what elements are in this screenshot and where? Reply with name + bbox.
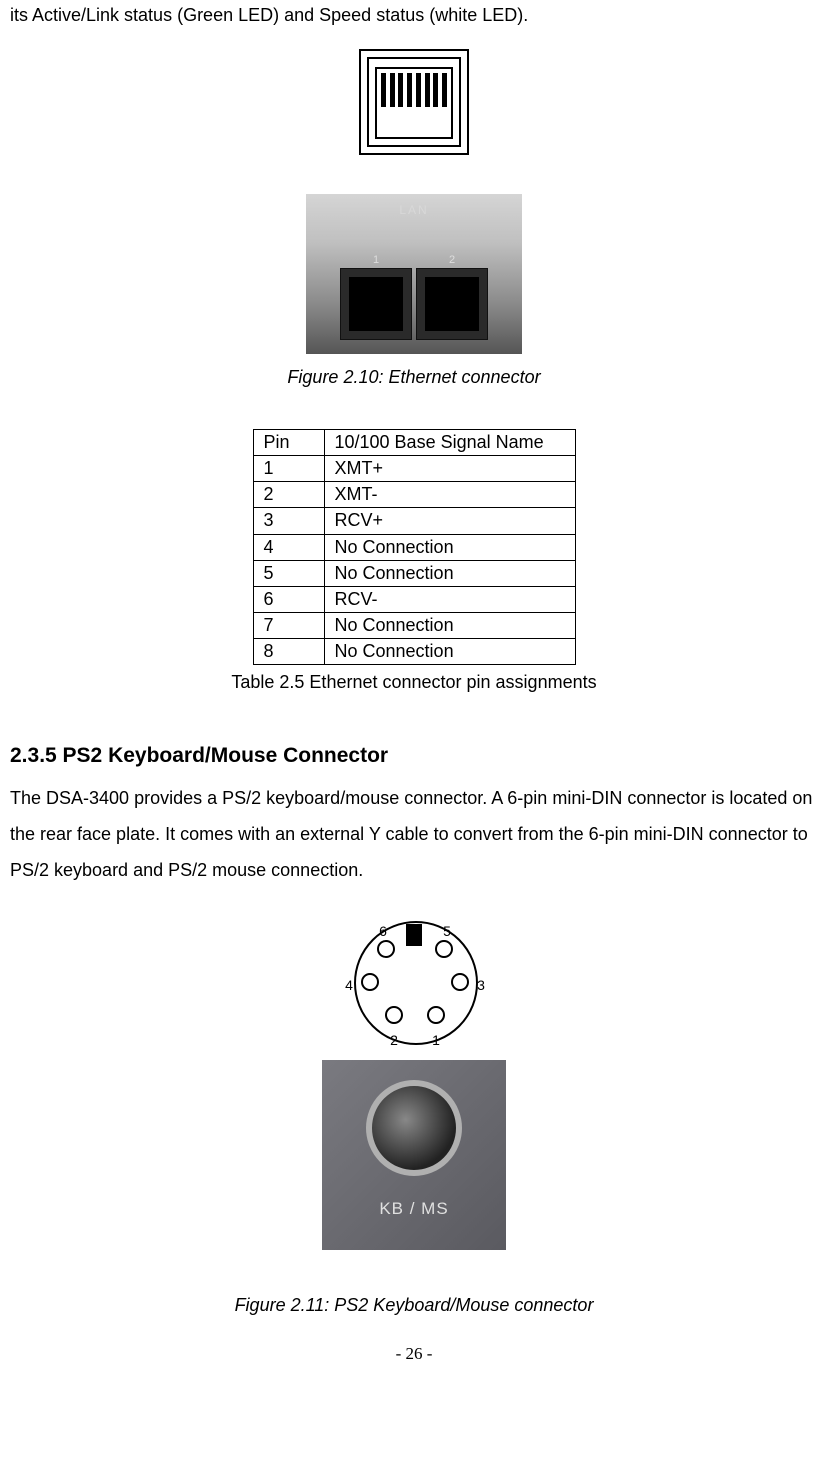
section-body: The DSA-3400 provides a PS/2 keyboard/mo… xyxy=(10,780,818,888)
table-row: 8No Connection xyxy=(253,639,575,665)
table-row: 4No Connection xyxy=(253,534,575,560)
table-row: 1XMT+ xyxy=(253,455,575,481)
section-heading: 2.3.5 PS2 Keyboard/Mouse Connector xyxy=(10,738,818,774)
ethernet-photo: LAN 1 2 xyxy=(306,194,522,354)
table-row: 7No Connection xyxy=(253,613,575,639)
ethernet-pin-table: Pin 10/100 Base Signal Name 1XMT+ 2XMT- … xyxy=(253,429,576,666)
table-header-signal: 10/100 Base Signal Name xyxy=(324,429,575,455)
figure-2-10-caption: Figure 2.10: Ethernet connector xyxy=(10,362,818,393)
table-2-5-caption: Table 2.5 Ethernet connector pin assignm… xyxy=(10,667,818,698)
ps2-diagram: 1 2 3 4 5 6 xyxy=(339,906,489,1056)
lan-label: LAN xyxy=(306,200,522,220)
intro-text: its Active/Link status (Green LED) and S… xyxy=(10,0,818,31)
table-row: 3RCV+ xyxy=(253,508,575,534)
table-row: 2XMT- xyxy=(253,482,575,508)
table-row: 6RCV- xyxy=(253,586,575,612)
table-row: Pin 10/100 Base Signal Name xyxy=(253,429,575,455)
figure-2-11-caption: Figure 2.11: PS2 Keyboard/Mouse connecto… xyxy=(10,1290,818,1321)
ps2-photo: KB / MS xyxy=(322,1060,506,1250)
rj45-diagram xyxy=(359,49,469,155)
table-header-pin: Pin xyxy=(253,429,324,455)
kbms-label: KB / MS xyxy=(322,1195,506,1224)
page-number: - 26 - xyxy=(10,1340,818,1369)
table-row: 5No Connection xyxy=(253,560,575,586)
